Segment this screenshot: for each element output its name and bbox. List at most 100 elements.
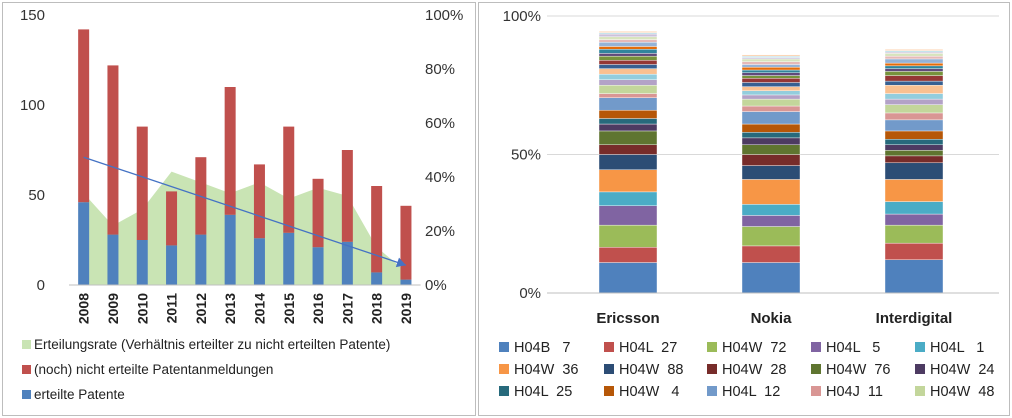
legend-swatch xyxy=(604,364,614,374)
bar-segment-ericsson-28 xyxy=(599,33,657,34)
category-label: Interdigital xyxy=(876,310,953,327)
bar-segment-interdigital-25 xyxy=(885,56,943,59)
legend-label: (noch) nicht erteilte Patentanmeldungen xyxy=(34,362,273,377)
bar-segment-interdigital-24 xyxy=(885,59,943,63)
bar-segment-ericsson-27 xyxy=(599,34,657,37)
bar-segment-interdigital-21 xyxy=(885,69,943,72)
bar-segment-nokia-19 xyxy=(742,78,800,82)
legend-swatch xyxy=(22,390,31,399)
bar-segment-interdigital-16 xyxy=(885,94,943,100)
bar-segment-ericsson-19 xyxy=(599,60,657,64)
right-chart-panel: 0% 50% 100% Ericsson Nokia Interdigital H04B … xyxy=(478,2,1010,416)
bar-segment-ericsson-25 xyxy=(599,40,657,43)
bar-segment-interdigital-4 xyxy=(885,202,943,214)
bar-nicht-erteilte-2017 xyxy=(342,150,353,242)
legend-swatch xyxy=(707,386,717,396)
legend-label: H04L 25 xyxy=(514,384,572,400)
bar-nicht-erteilte-2014 xyxy=(254,164,265,238)
bar-segment-interdigital-1 xyxy=(885,243,943,260)
bar-nicht-erteilte-2010 xyxy=(137,127,148,240)
stacked-percent-chart: 0%50%100%Ericsson Nokia Interdigital H04B … xyxy=(479,3,1009,415)
y2-tick-label: 40% xyxy=(425,169,455,186)
bar-segment-ericsson-24 xyxy=(599,42,657,46)
y2-tick-label: 60% xyxy=(425,115,455,132)
bar-segment-ericsson-6 xyxy=(599,155,657,170)
bar-erteilte-2016 xyxy=(313,247,324,285)
bar-segment-ericsson-11 xyxy=(599,110,657,118)
bar-segment-interdigital-27 xyxy=(885,52,943,53)
bar-erteilte-2013 xyxy=(225,215,236,285)
bar-segment-ericsson-23 xyxy=(599,46,657,49)
legend-label: H04W 72 xyxy=(722,340,786,356)
bar-segment-interdigital-12 xyxy=(885,120,943,131)
bar-segment-nokia-15 xyxy=(742,95,800,99)
bar-erteilte-2010 xyxy=(137,240,148,285)
bar-segment-ericsson-22 xyxy=(599,49,657,53)
bar-erteilte-2014 xyxy=(254,238,265,285)
bar-segment-interdigital-6 xyxy=(885,163,943,180)
bar-nicht-erteilte-2015 xyxy=(283,127,294,233)
legend-label: H04W 28 xyxy=(722,362,786,378)
bar-erteilte-2009 xyxy=(107,235,118,285)
legend-swatch xyxy=(499,364,509,374)
bar-segment-ericsson-20 xyxy=(599,56,657,60)
y-tick-label: 50 xyxy=(28,187,45,204)
bar-segment-interdigital-13 xyxy=(885,113,943,120)
legend-label: H04W 76 xyxy=(826,362,890,378)
legend-label: H04L 27 xyxy=(619,340,677,356)
legend-label: Erteilungsrate (Verhältnis erteilter zu … xyxy=(34,337,390,352)
legend-swatch xyxy=(707,342,717,352)
bar-segment-nokia-1 xyxy=(742,246,800,263)
bar-segment-interdigital-3 xyxy=(885,214,943,225)
bar-segment-nokia-6 xyxy=(742,166,800,180)
bar-segment-ericsson-7 xyxy=(599,145,657,155)
legend-label: H04W 4 xyxy=(619,384,679,400)
bar-erteilte-2015 xyxy=(283,233,294,285)
legend-swatch xyxy=(915,386,925,396)
legend-label: H04W 88 xyxy=(619,362,683,378)
legend-swatch xyxy=(499,386,509,396)
legend-swatch xyxy=(499,342,509,352)
bar-segment-interdigital-9 xyxy=(885,145,943,151)
bar-nicht-erteilte-2018 xyxy=(371,186,382,272)
bar-segment-interdigital-8 xyxy=(885,150,943,156)
bar-nicht-erteilte-2013 xyxy=(225,87,236,215)
legend-label: H04L 1 xyxy=(930,340,984,356)
bar-segment-nokia-5 xyxy=(742,179,800,204)
legend-label: H04B 7 xyxy=(514,340,570,356)
y2-tick-label: 0% xyxy=(425,277,447,294)
bar-erteilte-2017 xyxy=(342,242,353,285)
y2-tick-label: 80% xyxy=(425,61,455,78)
bar-segment-interdigital-7 xyxy=(885,156,943,163)
x-tick-label: 2012 xyxy=(193,293,209,324)
bar-segment-interdigital-20 xyxy=(885,71,943,75)
x-tick-label: 2014 xyxy=(251,293,267,324)
bar-segment-ericsson-5 xyxy=(599,170,657,192)
bar-erteilte-2012 xyxy=(195,235,206,285)
x-tick-label: 2011 xyxy=(164,293,180,324)
bar-segment-nokia-27 xyxy=(742,58,800,59)
bar-nicht-erteilte-2011 xyxy=(166,191,177,245)
y-tick-label: 50% xyxy=(511,147,541,164)
bar-segment-ericsson-15 xyxy=(599,80,657,86)
legend-label: H04L 12 xyxy=(722,384,780,400)
bar-segment-nokia-22 xyxy=(742,70,800,73)
legend-swatch xyxy=(604,342,614,352)
bar-erteilte-2008 xyxy=(78,202,89,285)
legend-label: H04W 36 xyxy=(514,362,578,378)
bar-segment-interdigital-10 xyxy=(885,139,943,145)
x-tick-label: 2019 xyxy=(398,293,414,324)
x-tick-label: 2017 xyxy=(339,293,355,324)
bar-segment-nokia-16 xyxy=(742,91,800,95)
bar-segment-interdigital-5 xyxy=(885,179,943,201)
bar-segment-nokia-25 xyxy=(742,62,800,65)
bar-segment-ericsson-9 xyxy=(599,124,657,131)
x-tick-label: 2016 xyxy=(310,293,326,324)
bar-segment-nokia-26 xyxy=(742,59,800,62)
bar-segment-nokia-0 xyxy=(742,263,800,293)
legend-swatch xyxy=(811,342,821,352)
bar-segment-interdigital-15 xyxy=(885,99,943,105)
y-tick-label: 0 xyxy=(37,277,45,294)
bar-segment-nokia-7 xyxy=(742,155,800,166)
bar-segment-nokia-24 xyxy=(742,64,800,67)
